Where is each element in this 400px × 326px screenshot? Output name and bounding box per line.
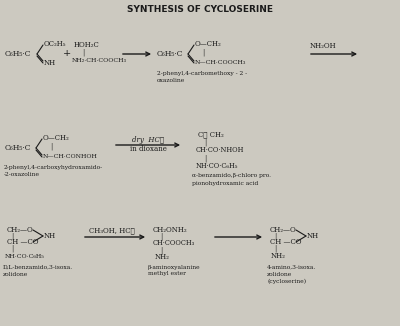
Text: HOH₂C: HOH₂C xyxy=(74,41,100,49)
Text: methyl ester: methyl ester xyxy=(148,272,186,276)
Text: |: | xyxy=(204,154,206,162)
Text: CH₂ONH₂: CH₂ONH₂ xyxy=(153,226,188,234)
Text: NH·CO·C₆H₅: NH·CO·C₆H₅ xyxy=(196,162,238,170)
Text: NH₂·CH·COOCH₃: NH₂·CH·COOCH₃ xyxy=(72,58,127,64)
Text: (cycloserine): (cycloserine) xyxy=(267,278,306,284)
Text: CH₂—O: CH₂—O xyxy=(270,226,297,234)
Text: C₆H₅·C: C₆H₅·C xyxy=(5,144,32,152)
Text: CH —CO: CH —CO xyxy=(270,238,302,246)
Text: |: | xyxy=(82,49,84,57)
Text: α-benzamido,β-chloro pro.: α-benzamido,β-chloro pro. xyxy=(192,173,271,179)
Text: NH₂: NH₂ xyxy=(271,252,286,260)
Text: -2-oxazoline: -2-oxazoline xyxy=(4,172,40,177)
Text: 2-phenyl,4-carboxyhydroxamido-: 2-phenyl,4-carboxyhydroxamido- xyxy=(4,166,103,170)
Text: β-aminoxyalanine: β-aminoxyalanine xyxy=(148,264,201,270)
Text: C₆H₅·C: C₆H₅·C xyxy=(5,50,32,58)
Text: O—CH₂: O—CH₂ xyxy=(43,134,70,142)
Text: |: | xyxy=(204,138,206,146)
Text: 2-phenyl,4-carbomethoxy - 2 -: 2-phenyl,4-carbomethoxy - 2 - xyxy=(157,71,247,77)
Text: |: | xyxy=(202,49,204,57)
Text: 4-amino,3-isoxa.: 4-amino,3-isoxa. xyxy=(267,264,316,270)
Text: |: | xyxy=(274,233,276,241)
Text: dry  HCℓ: dry HCℓ xyxy=(132,136,164,144)
Text: |: | xyxy=(274,245,276,253)
Text: NH: NH xyxy=(44,59,56,67)
Text: CH·CO·NHOH: CH·CO·NHOH xyxy=(196,146,244,154)
Text: NH: NH xyxy=(44,232,56,240)
Text: CH₃OH, HCℓ: CH₃OH, HCℓ xyxy=(89,226,135,234)
Text: pionohydroxamic acid: pionohydroxamic acid xyxy=(192,181,258,185)
Text: |: | xyxy=(50,143,52,151)
Text: SYNTHESIS OF CYCLOSERINE: SYNTHESIS OF CYCLOSERINE xyxy=(127,6,273,14)
Text: Cℓ CH₂: Cℓ CH₂ xyxy=(198,130,224,138)
Text: +: + xyxy=(63,50,71,58)
Text: CH —CO: CH —CO xyxy=(7,238,38,246)
Text: N—CH·COOCH₃: N—CH·COOCH₃ xyxy=(195,60,246,65)
Text: N—CH·CONHOH: N—CH·CONHOH xyxy=(43,154,98,158)
Text: D,L-benzamido,3-isoxa.: D,L-benzamido,3-isoxa. xyxy=(3,264,73,270)
Text: NH₂: NH₂ xyxy=(155,253,170,261)
Text: |: | xyxy=(160,246,162,254)
Text: NH₂OH: NH₂OH xyxy=(310,42,337,50)
Text: C₆H₅·C: C₆H₅·C xyxy=(157,50,184,58)
Text: in dioxane: in dioxane xyxy=(130,145,166,153)
Text: |: | xyxy=(11,233,13,241)
Text: NH: NH xyxy=(307,232,319,240)
Text: OC₂H₅: OC₂H₅ xyxy=(44,40,66,48)
Text: zolidone: zolidone xyxy=(267,272,292,276)
Text: NH·CO·C₆H₅: NH·CO·C₆H₅ xyxy=(5,254,45,259)
Text: |: | xyxy=(160,233,162,241)
Text: CH₂—O: CH₂—O xyxy=(7,226,34,234)
Text: CH·COOCH₃: CH·COOCH₃ xyxy=(153,239,195,247)
Text: oxazoline: oxazoline xyxy=(157,79,185,83)
Text: |: | xyxy=(11,245,13,253)
Text: O—CH₂: O—CH₂ xyxy=(195,40,222,48)
Text: zolidone: zolidone xyxy=(3,272,28,276)
